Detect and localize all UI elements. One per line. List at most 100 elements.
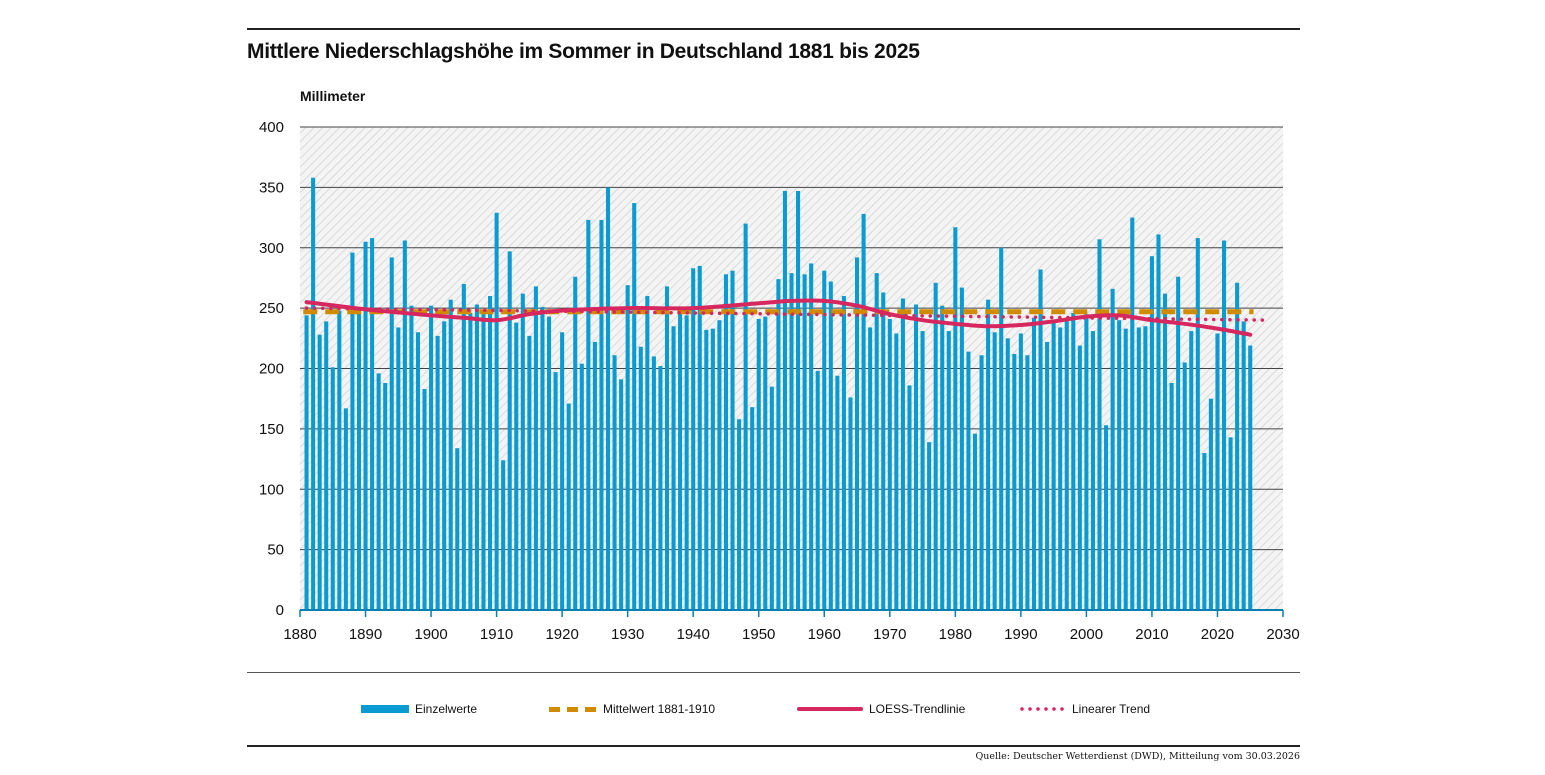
y-tick-label: 300	[259, 240, 284, 257]
x-tick-label: 1980	[939, 626, 972, 643]
bar	[560, 332, 565, 610]
top-rule	[247, 28, 1300, 30]
y-tick-label: 50	[267, 542, 284, 559]
legend-label: Mittelwert 1881-1910	[603, 702, 716, 716]
bar	[573, 276, 578, 610]
bar	[1123, 328, 1128, 610]
bars	[304, 177, 1253, 611]
bar	[579, 363, 584, 610]
bar	[1136, 327, 1141, 610]
legend-item-mittelwert: Mittelwert 1881-1910	[549, 702, 715, 716]
bar	[481, 310, 486, 610]
bar	[881, 292, 886, 610]
x-tick-label: 1880	[283, 626, 316, 643]
bar	[455, 448, 460, 610]
bar	[1176, 276, 1181, 610]
loess-trend-line	[304, 298, 1253, 337]
legend-item-einzelwerte: Einzelwerte	[361, 702, 477, 716]
bar	[697, 265, 702, 610]
bar	[507, 251, 512, 610]
bar	[317, 334, 322, 610]
bar	[1143, 326, 1148, 610]
bar	[920, 331, 925, 610]
chart-title: Mittlere Niederschlagshöhe im Sommer in …	[247, 40, 920, 63]
bar	[370, 238, 375, 610]
bar	[822, 270, 827, 610]
bar	[553, 372, 558, 610]
x-tick-label: 1990	[1004, 626, 1037, 643]
y-tick-label: 150	[259, 421, 284, 438]
bar	[330, 367, 335, 610]
bar	[422, 389, 427, 610]
bar	[979, 355, 984, 610]
legend-top-rule	[247, 672, 1300, 673]
bar	[1189, 331, 1194, 610]
bar	[776, 279, 781, 610]
bar	[651, 356, 656, 610]
bar	[1005, 338, 1010, 610]
x-tick-label: 1920	[545, 626, 578, 643]
bar	[599, 219, 604, 611]
bar	[887, 318, 892, 610]
bar	[868, 327, 873, 610]
bar	[769, 386, 774, 610]
bar	[343, 408, 348, 610]
bar	[1045, 341, 1050, 610]
bar	[809, 263, 814, 610]
bar	[1110, 288, 1115, 610]
x-tick-label: 2010	[1135, 626, 1168, 643]
y-tick-label: 250	[259, 300, 284, 317]
bar	[861, 213, 866, 610]
bar	[999, 247, 1004, 610]
bar	[1117, 320, 1122, 610]
bar	[1149, 256, 1154, 610]
bar	[1241, 321, 1246, 610]
bar	[592, 341, 597, 610]
bar	[730, 270, 735, 610]
bar	[311, 177, 316, 610]
legend-swatch-dotted	[1018, 707, 1066, 711]
bar	[1084, 314, 1089, 610]
bar	[900, 298, 905, 610]
bar	[959, 287, 964, 610]
bar	[671, 326, 676, 610]
bar	[953, 227, 958, 610]
bar	[1202, 453, 1207, 610]
bar	[678, 312, 683, 610]
bottom-rule	[247, 745, 1300, 747]
bar	[415, 332, 420, 610]
bar	[789, 273, 794, 610]
bar	[501, 460, 506, 610]
bar	[1195, 238, 1200, 610]
bar	[389, 257, 394, 610]
bar	[625, 285, 630, 610]
bar	[1163, 293, 1168, 610]
bar	[1208, 398, 1213, 610]
y-axis-label: Millimeter	[300, 88, 366, 104]
legend-item-linear: Linearer Trend	[1018, 702, 1150, 716]
legend-item-loess: LOESS-Trendlinie	[797, 702, 965, 716]
y-tick-label: 100	[259, 481, 284, 498]
bar	[527, 335, 532, 610]
bar	[658, 366, 663, 610]
bar	[992, 332, 997, 610]
bar	[986, 299, 991, 610]
bar	[1031, 317, 1037, 610]
bar	[1025, 355, 1030, 610]
bar	[743, 223, 748, 610]
y-tick-label: 400	[259, 119, 284, 136]
bar	[704, 329, 709, 610]
bar	[488, 296, 493, 610]
legend-swatch-bar	[361, 705, 409, 713]
bar	[1097, 239, 1102, 611]
bar	[796, 190, 801, 610]
bar	[540, 306, 545, 610]
bar	[841, 296, 846, 610]
x-tick-label: 1970	[873, 626, 906, 643]
bar	[940, 305, 945, 610]
bar	[605, 187, 611, 610]
bar	[1038, 269, 1043, 610]
bar	[802, 274, 807, 610]
bar	[632, 203, 637, 610]
